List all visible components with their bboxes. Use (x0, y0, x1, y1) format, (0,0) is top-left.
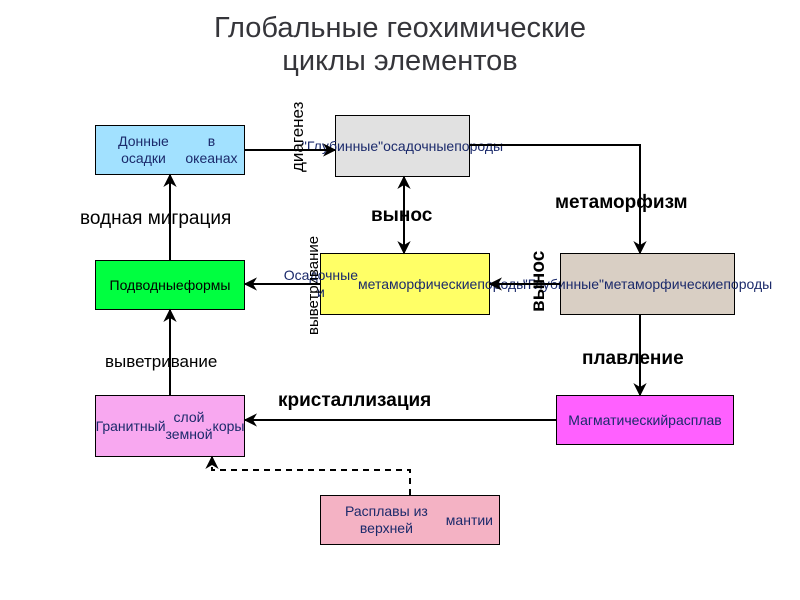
page-title: Глобальные геохимические циклы элементов (0, 12, 800, 79)
label-vynos-2: вынос (528, 251, 550, 312)
node-granite-layer: Гранитныйслой земнойкоры (95, 395, 245, 457)
edge-e_n8_n6 (212, 457, 410, 495)
label-metamorphism: метаморфизм (555, 192, 688, 214)
label-crystallization: кристаллизация (278, 390, 431, 412)
node-upper-mantle-melt: Расплавы из верхнеймантии (320, 495, 500, 545)
label-weathering: выветривание (105, 352, 217, 372)
label-diagenez: диагенез (288, 102, 308, 172)
node-ocean-sediments: Донные осадкив океанах (95, 125, 245, 175)
node-deep-sedimentary: "Глубинные"осадочныепороды (335, 115, 470, 177)
title-line1: Глобальные геохимические (214, 12, 586, 44)
label-vynos-1: вынос (371, 205, 432, 227)
node-deep-metamorphic: "Глубинные"метаморфическиепороды (560, 253, 735, 315)
node-mobile-forms: Подводныеформы (95, 260, 245, 310)
title-line2: циклы элементов (282, 45, 517, 77)
node-magma-melt: Магматическийрасплав (556, 395, 734, 445)
label-water-migration: водная миграция (80, 208, 231, 230)
label-melting: плавление (582, 348, 684, 370)
label-weathering-v: выветривание (305, 236, 322, 335)
node-sed-metamorphic: Осадочные иметаморфическиепороды (320, 253, 490, 315)
